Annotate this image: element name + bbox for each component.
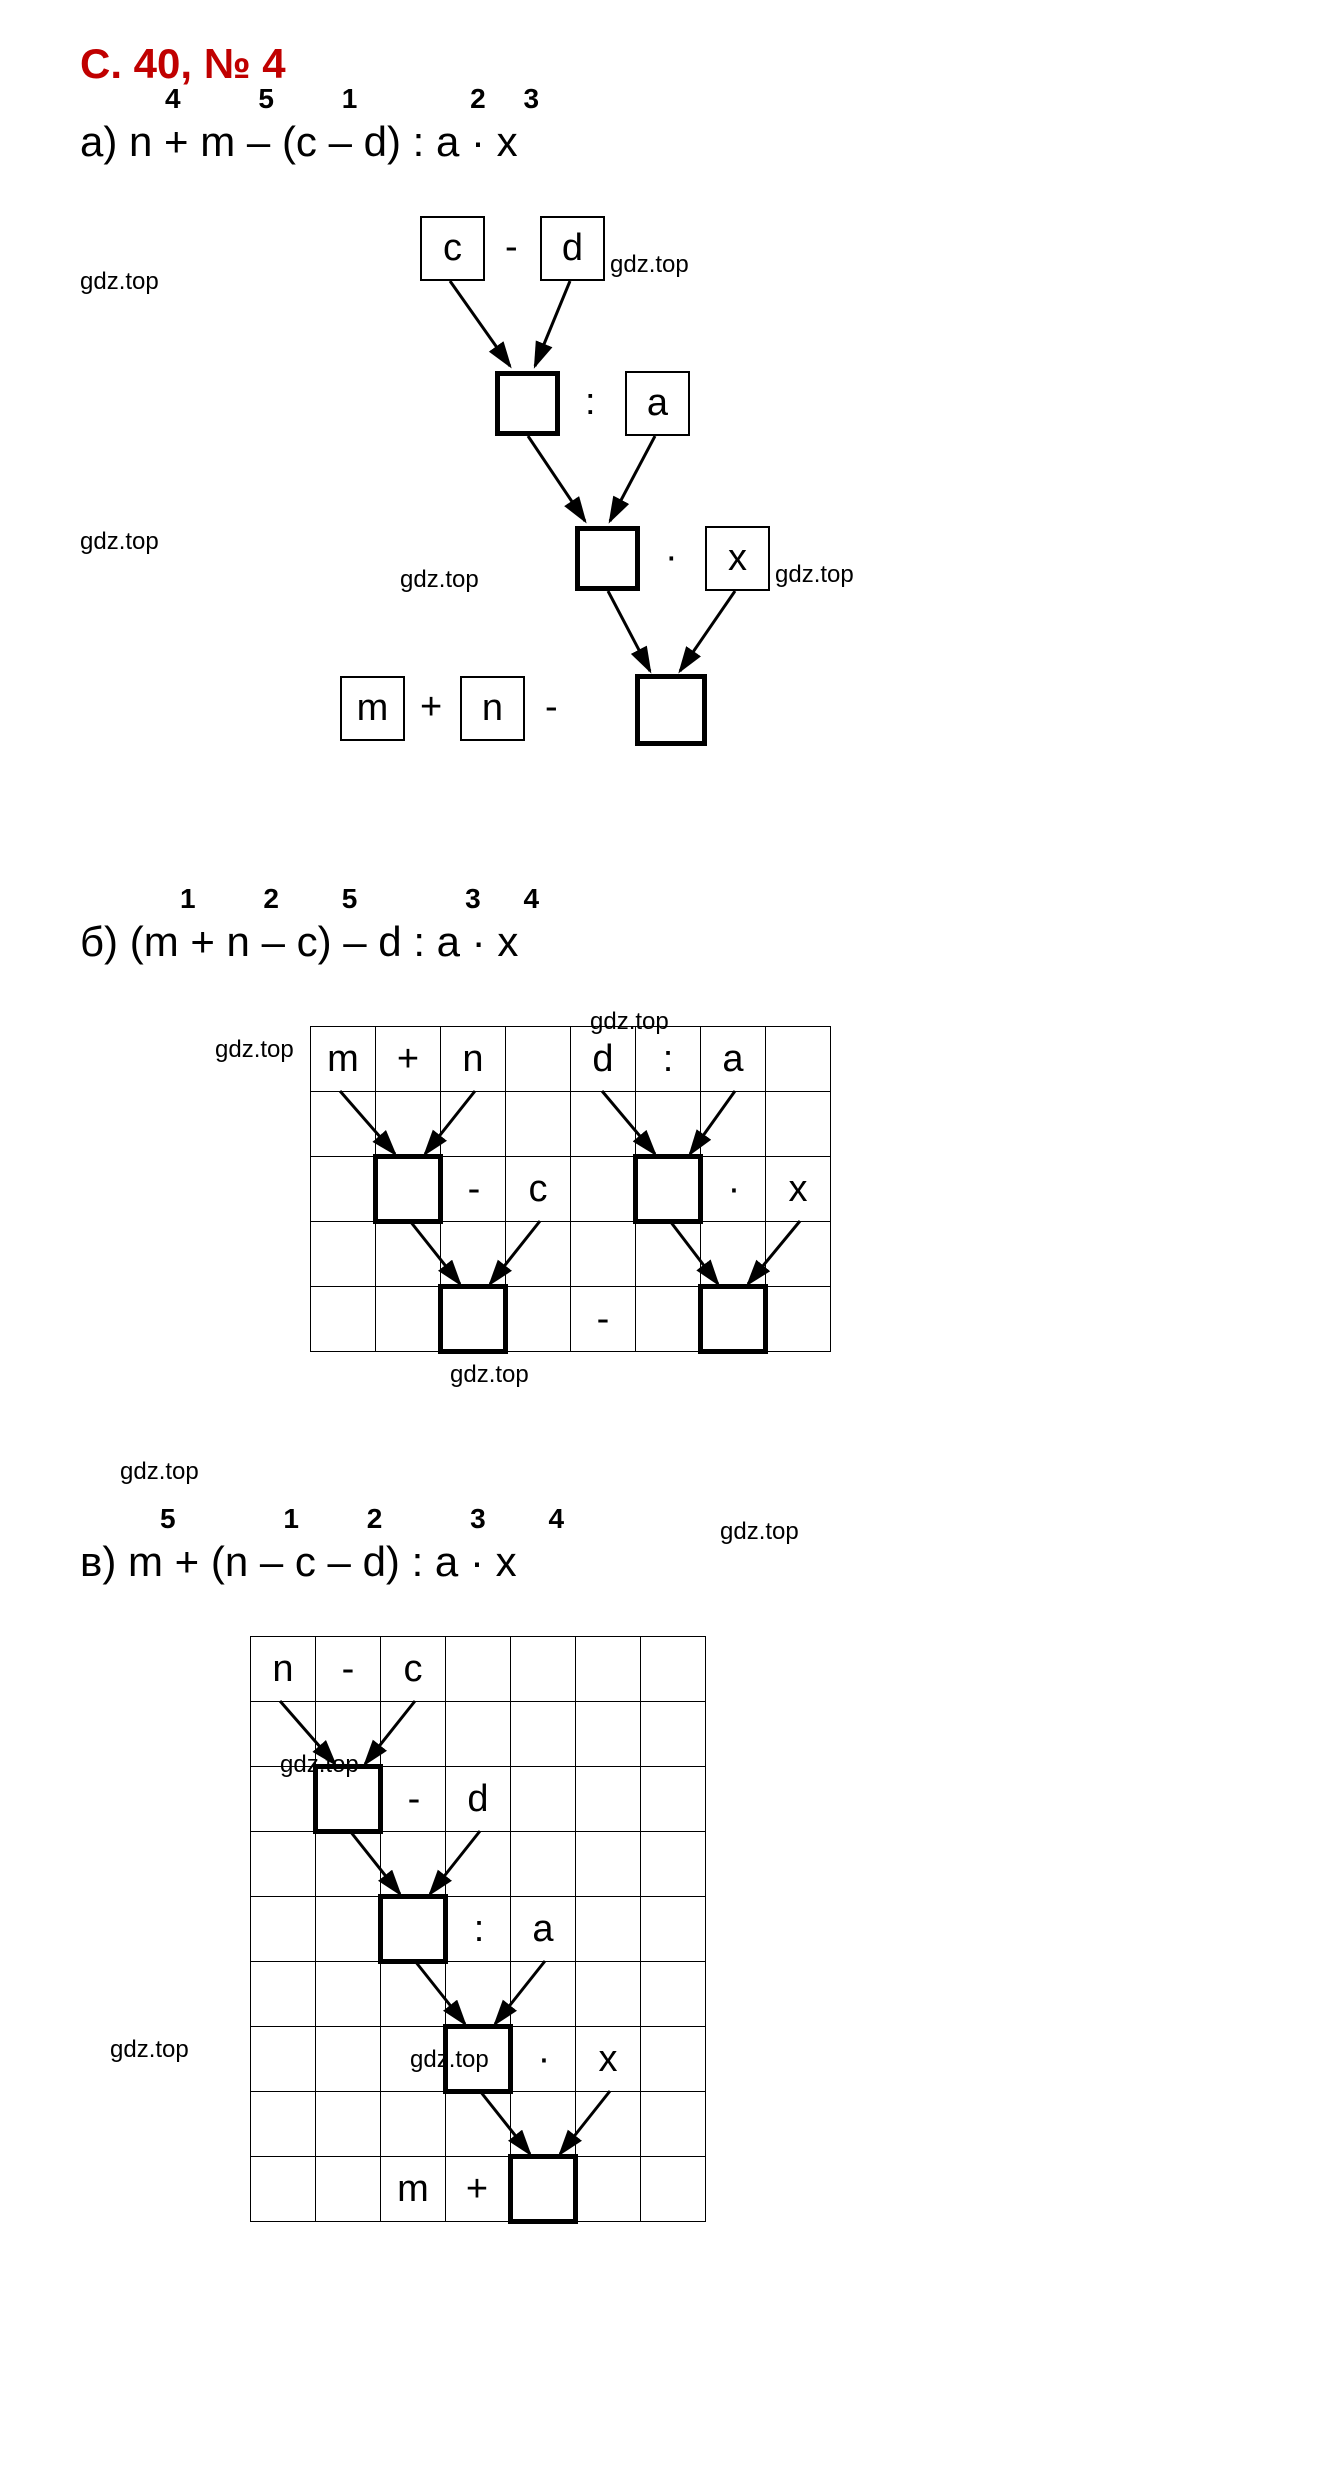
cell-m: m [381,2157,446,2222]
cell-minus: - [441,1157,506,1222]
cell-d: d [446,1767,511,1832]
cell-colon: : [446,1897,511,1962]
cell-x: x [576,2027,641,2092]
section-b: 1 2 5 3 4 б) (m + n – c) – d : a · x gdz… [80,918,1238,1438]
cell-minus: - [316,1637,381,1702]
watermark: gdz.top [775,561,854,589]
section-label: в) [80,1538,116,1585]
step-numbers-c: 5 1 2 3 4 [120,1503,564,1535]
box-a: a [625,371,690,436]
step-num: 3 [470,1503,486,1535]
cell-d: d [571,1027,636,1092]
box-result [575,526,640,591]
cell-dot: · [701,1157,766,1222]
diagram-c: n - c - d : a [80,1616,1238,2316]
section-a: 4 5 1 2 3 а) n + m – (c – d) : a · x c -… [80,118,1238,818]
box-result [635,674,707,746]
cell-result [701,1287,766,1352]
watermark: gdz.top [120,1458,199,1486]
cell-result [316,1767,381,1832]
expression-text: (m + n – c) – d : a · x [130,918,519,965]
cell-minus2: - [571,1287,636,1352]
cell-result [441,1287,506,1352]
cell-result [381,1897,446,1962]
cell-n: n [441,1027,506,1092]
cell-result [376,1157,441,1222]
step-numbers-a: 4 5 1 2 3 [120,83,539,115]
expression-text: n + m – (c – d) : a · x [129,118,518,165]
step-num: 1 [283,1503,299,1535]
cell-result [511,2157,576,2222]
box-d: d [540,216,605,281]
expression-a: а) n + m – (c – d) : a · x [80,118,1238,166]
section-label: а) [80,118,117,165]
watermark: gdz.top [610,251,689,279]
cell-plus: + [376,1027,441,1092]
cell-n: n [251,1637,316,1702]
step-num: 3 [465,883,481,915]
cell-c: c [506,1157,571,1222]
step-num: 2 [470,83,486,115]
page-header: С. 40, № 4 [80,40,1238,88]
box-n: n [460,676,525,741]
cell-a: a [511,1897,576,1962]
box-result [495,371,560,436]
cell-dot: · [511,2027,576,2092]
cell-x: x [766,1157,831,1222]
step-numbers-b: 1 2 5 3 4 [120,883,539,915]
step-num: 5 [342,883,358,915]
section-c: gdz.top 5 1 2 3 4 в) m + (n – c – d) : a… [80,1538,1238,2338]
step-num: 4 [523,883,539,915]
diagram-b: gdz.top gdz.top m + n d : a - c · [80,996,1238,1416]
step-num: 2 [367,1503,383,1535]
step-num: 5 [258,83,274,115]
op-plus: + [420,686,442,729]
step-num: 1 [342,83,358,115]
cell-minus2: - [381,1767,446,1832]
cell-plus: + [446,2157,511,2222]
box-x: x [705,526,770,591]
op-colon: : [585,381,596,424]
box-c: c [420,216,485,281]
cell-result [636,1157,701,1222]
expression-b: б) (m + n – c) – d : a · x [80,918,1238,966]
cell-result [446,2027,511,2092]
watermark: gdz.top [400,566,479,594]
grid-c: n - c - d : a [250,1636,706,2224]
step-num: 2 [263,883,279,915]
grid-b: m + n d : a - c · x [310,1026,831,1354]
op-minus: - [505,226,518,269]
step-num: 4 [548,1503,564,1535]
step-num: 3 [523,83,539,115]
section-label: б) [80,918,118,965]
cell-c: c [381,1637,446,1702]
step-num: 5 [160,1503,176,1535]
watermark: gdz.top [450,1361,529,1389]
op-minus2: - [545,686,558,729]
diagram-a: c - d gdz.top : a · x gdz.top gdz.top [80,196,1238,796]
expression-c: в) m + (n – c – d) : a · x [80,1538,1238,1586]
cell-a: a [701,1027,766,1092]
box-m: m [340,676,405,741]
op-dot: · [665,536,678,579]
cell-colon: : [636,1027,701,1092]
step-num: 1 [180,883,196,915]
expression-text: m + (n – c – d) : a · x [128,1538,517,1585]
watermark: gdz.top [215,1036,294,1064]
watermark: gdz.top [110,2036,189,2064]
step-num: 4 [165,83,181,115]
cell-m: m [311,1027,376,1092]
